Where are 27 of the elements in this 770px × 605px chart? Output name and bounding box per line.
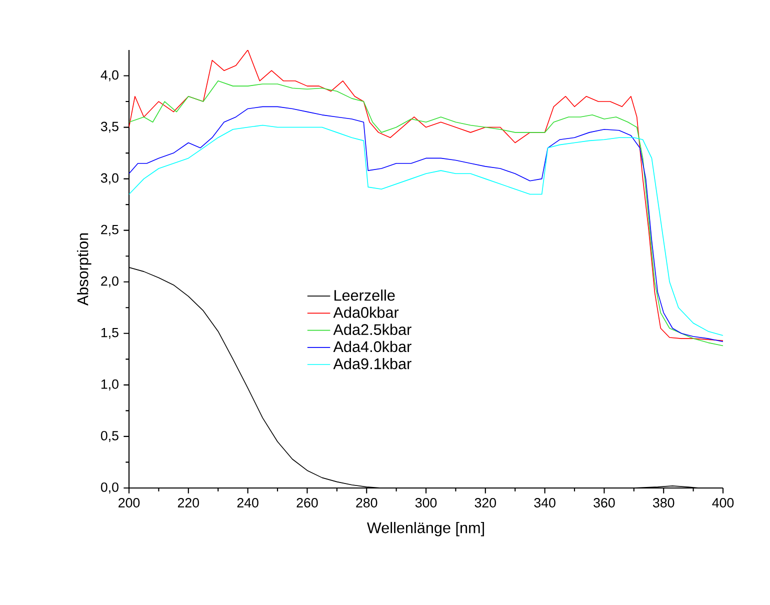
x-tick-label: 360	[594, 498, 615, 508]
x-axis-title: Wellenlänge [nm]	[366, 522, 484, 536]
y-tick-label: 0,5	[100, 430, 118, 442]
legend-label: Ada2.5kbar	[333, 324, 412, 336]
y-axis-title: Absorption	[76, 233, 92, 306]
y-tick-label: 3,0	[100, 173, 118, 184]
x-tick-label: 400	[712, 498, 734, 508]
y-tick-label: 2,0	[101, 276, 118, 288]
legend-label: Ada0kbar	[333, 306, 399, 318]
x-tick-label: 380	[652, 498, 674, 508]
y-tick-label: 0,0	[100, 482, 118, 494]
x-tick-label: 220	[178, 498, 200, 508]
y-tick-label: 1,0	[101, 379, 118, 390]
x-tick-label: 240	[237, 498, 258, 508]
legend-label: Ada9.1kbar	[333, 358, 412, 370]
x-tick-label: 200	[118, 498, 140, 508]
legend-label: Leerzelle	[334, 290, 395, 301]
legend-label: Ada4.0kbar	[333, 340, 412, 352]
y-tick-label: 2,5	[101, 224, 118, 236]
x-tick-label: 280	[356, 498, 378, 508]
x-tick-label: 320	[474, 498, 496, 508]
y-tick-label: 4,0	[100, 70, 118, 82]
x-tick-label: 300	[415, 498, 437, 508]
x-tick-label: 340	[534, 498, 556, 508]
y-tick-label: 1,5	[101, 328, 118, 339]
x-tick-label: 260	[296, 498, 318, 508]
y-tick-label: 3,5	[100, 122, 118, 133]
